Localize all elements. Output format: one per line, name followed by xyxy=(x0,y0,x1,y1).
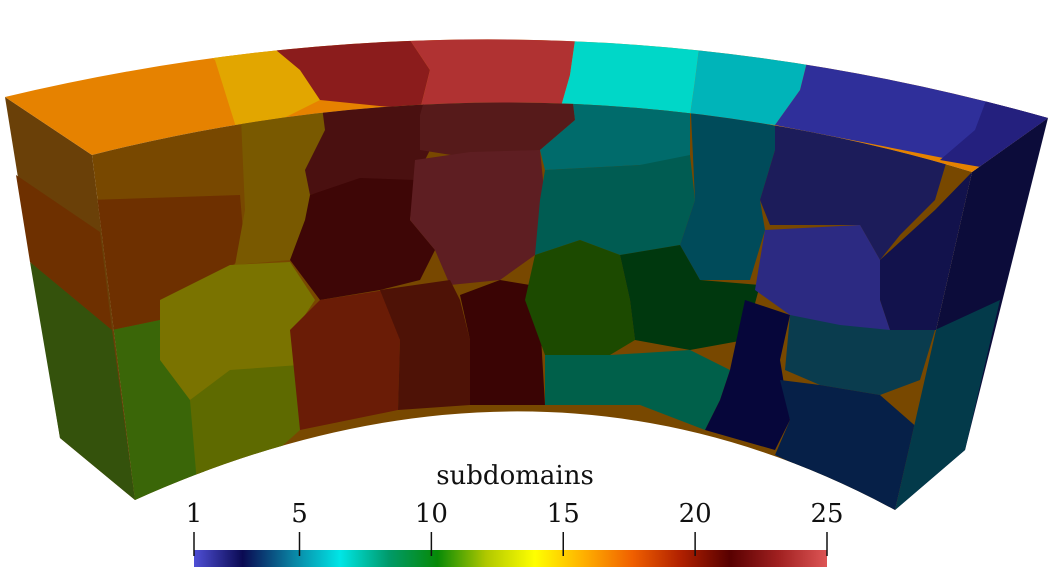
outer-subdomain-11 xyxy=(380,280,470,410)
colorbar-tick-label: 15 xyxy=(547,499,580,529)
colorbar-ticks: 1 5 10 15 20 25 xyxy=(186,499,844,556)
outer-subdomain-17 xyxy=(620,245,760,350)
colorbar-tick-label: 1 xyxy=(186,499,203,529)
left-side-mid xyxy=(16,175,112,330)
outer-subdomain-7 xyxy=(420,102,575,158)
colorbar-tick-label: 20 xyxy=(679,499,712,529)
top-subdomain-d xyxy=(560,39,705,115)
outer-subdomain-18 xyxy=(545,350,730,430)
outer-subdomain-1 xyxy=(92,195,245,330)
outer-subdomain-14 xyxy=(535,155,695,255)
colorbar: subdomains 1 5 10 15 20 25 xyxy=(186,461,844,567)
outer-subdomain-3 xyxy=(112,320,205,511)
top-subdomain-e xyxy=(690,39,820,125)
top-subdomain-a xyxy=(185,39,320,140)
outer-subdomain-23 xyxy=(775,380,920,510)
outer-subdomain-13 xyxy=(540,102,690,170)
outer-subdomain-24 xyxy=(880,172,972,330)
colorbar-title: subdomains xyxy=(436,461,594,491)
outer-subdomain-16 xyxy=(525,240,635,355)
colorbar-tick-label: 10 xyxy=(415,499,448,529)
right-side-lower xyxy=(895,300,1000,510)
outer-subdomain-2 xyxy=(235,102,325,265)
outer-subdomain-4 xyxy=(160,262,315,400)
top-subdomain-b xyxy=(270,39,430,110)
outer-subdomain-15 xyxy=(680,102,775,280)
outer-subdomain-21 xyxy=(705,300,790,450)
outer-subdomain-10 xyxy=(290,290,400,430)
outer-subdomain-8 xyxy=(290,178,435,300)
top-subdomain-c xyxy=(400,39,583,110)
colorbar-tick-label: 25 xyxy=(810,499,843,529)
outer-subdomain-5 xyxy=(190,365,300,511)
outer-subdomain-20 xyxy=(755,225,890,330)
outer-subdomain-12 xyxy=(460,280,545,405)
outer-subdomain-9 xyxy=(410,150,545,285)
outer-subdomain-22 xyxy=(785,315,935,395)
left-side-lower xyxy=(30,262,135,500)
colorbar-gradient xyxy=(194,550,827,567)
colorbar-tick-label: 5 xyxy=(291,499,308,529)
